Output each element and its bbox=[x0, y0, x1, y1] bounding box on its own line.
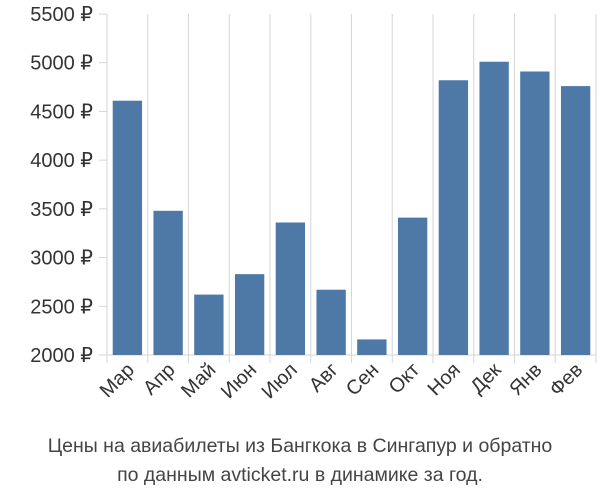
x-tick-label: Июл bbox=[258, 359, 302, 403]
y-axis: 2000 ₽ 2500 ₽ 3000 ₽ 3500 ₽ 4000 ₽ 4500 ₽ 5000… bbox=[30, 4, 93, 367]
y-tick-label: 5500 ₽ bbox=[30, 4, 93, 26]
x-tick-label: Сен bbox=[342, 359, 383, 400]
y-tick-label: 5000 ₽ bbox=[30, 53, 93, 75]
y-tick-label: 2000 ₽ bbox=[30, 345, 93, 367]
bar bbox=[560, 86, 591, 356]
bar-chart: 2000 ₽ 2500 ₽ 3000 ₽ 3500 ₽ 4000 ₽ 4500 ₽ 5000… bbox=[30, 4, 597, 403]
x-tick-label: Фев bbox=[545, 359, 587, 401]
bar bbox=[520, 71, 550, 356]
bar bbox=[357, 339, 387, 355]
x-tick-label: Дек bbox=[466, 359, 505, 398]
x-tick-label: Окт bbox=[385, 359, 424, 398]
bar bbox=[112, 100, 143, 355]
x-tick-label: Май bbox=[177, 359, 220, 402]
y-tick-label: 3500 ₽ bbox=[30, 199, 93, 221]
y-tick-label: 4500 ₽ bbox=[30, 101, 93, 123]
caption-line-1: Цены на авиабилеты из Бангкока в Сингапу… bbox=[47, 435, 553, 457]
bar bbox=[316, 289, 346, 355]
bar bbox=[234, 274, 265, 355]
x-tick-label: Авг bbox=[305, 359, 343, 397]
x-tick-label: Ноя bbox=[424, 359, 465, 400]
caption-line-2: по данным avticket.ru в динамике за год. bbox=[117, 464, 483, 486]
bar bbox=[479, 61, 509, 356]
y-tick-label: 2500 ₽ bbox=[30, 296, 93, 318]
bar-layer bbox=[112, 61, 591, 356]
x-tick-label: Мар bbox=[96, 359, 139, 402]
x-tick-label: Апр bbox=[139, 359, 180, 400]
bar bbox=[275, 222, 306, 355]
chart-caption: Цены на авиабилеты из Бангкока в Сингапу… bbox=[0, 432, 600, 490]
x-tick-label: Янв bbox=[505, 359, 546, 400]
bar bbox=[438, 80, 469, 355]
y-tick-label: 3000 ₽ bbox=[30, 248, 93, 270]
bar bbox=[194, 294, 224, 355]
grid-layer bbox=[99, 13, 597, 363]
bar bbox=[397, 217, 428, 355]
bar bbox=[153, 210, 183, 355]
y-tick-label: 4000 ₽ bbox=[30, 150, 93, 172]
x-tick-label: Июн bbox=[217, 359, 261, 403]
